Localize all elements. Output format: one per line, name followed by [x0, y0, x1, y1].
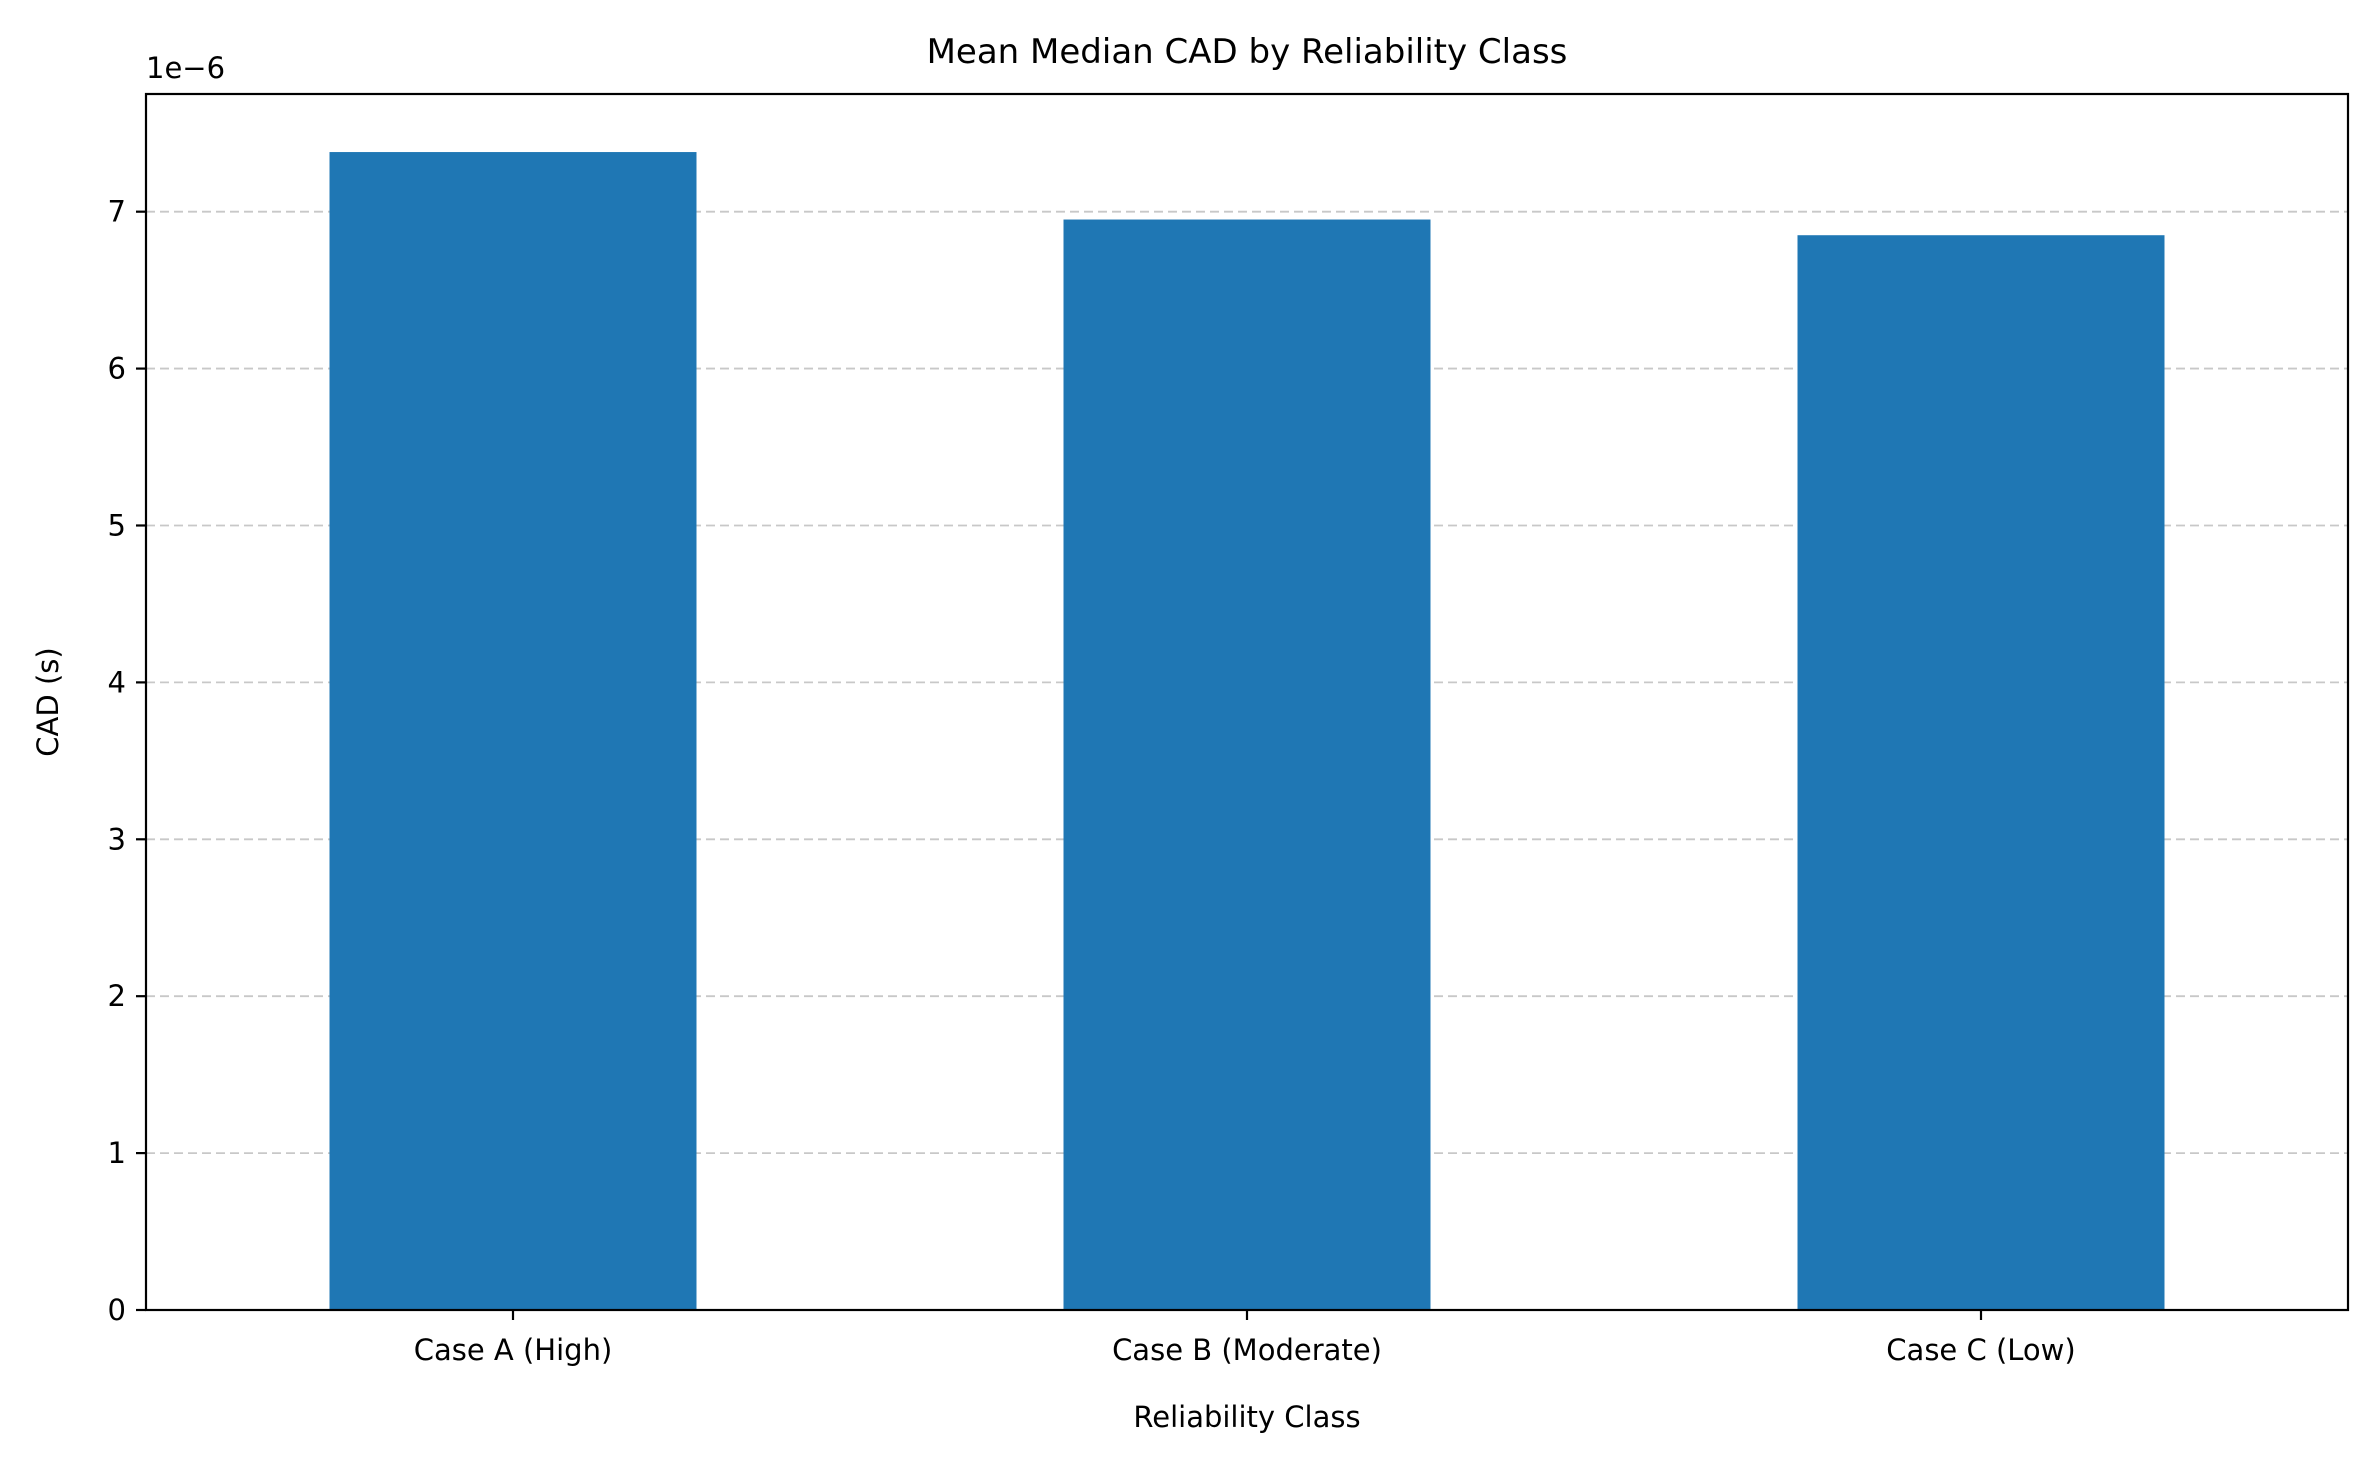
- y-tick-label: 7: [108, 195, 126, 229]
- y-tick-label: 6: [108, 352, 126, 386]
- x-axis-label: Reliability Class: [1133, 1400, 1360, 1434]
- y-tick-label: 0: [108, 1293, 126, 1327]
- x-axis: Case A (High) Case B (Moderate) Case C (Lo…: [414, 1310, 2076, 1367]
- y-tick-label: 5: [108, 508, 126, 542]
- bar: [1797, 235, 2165, 1311]
- x-tick-label: Case A (High): [414, 1333, 613, 1367]
- y-tick-label: 4: [108, 665, 126, 699]
- y-axis: 0 1 2 3 4 5 6 7: [108, 195, 146, 1327]
- x-tick-label: Case C (Low): [1886, 1333, 2075, 1367]
- bar: [1063, 219, 1431, 1310]
- y-tick-label: 3: [108, 822, 126, 856]
- chart-title: Mean Median CAD by Reliability Class: [927, 32, 1568, 72]
- x-tick-label: Case B (Moderate): [1112, 1333, 1382, 1367]
- y-offset-label: 1e−6: [146, 51, 225, 85]
- bar: [329, 152, 697, 1310]
- y-tick-label: 2: [108, 979, 126, 1013]
- bars: [329, 152, 2165, 1311]
- y-axis-label: CAD (s): [31, 647, 65, 756]
- y-tick-label: 1: [108, 1136, 126, 1170]
